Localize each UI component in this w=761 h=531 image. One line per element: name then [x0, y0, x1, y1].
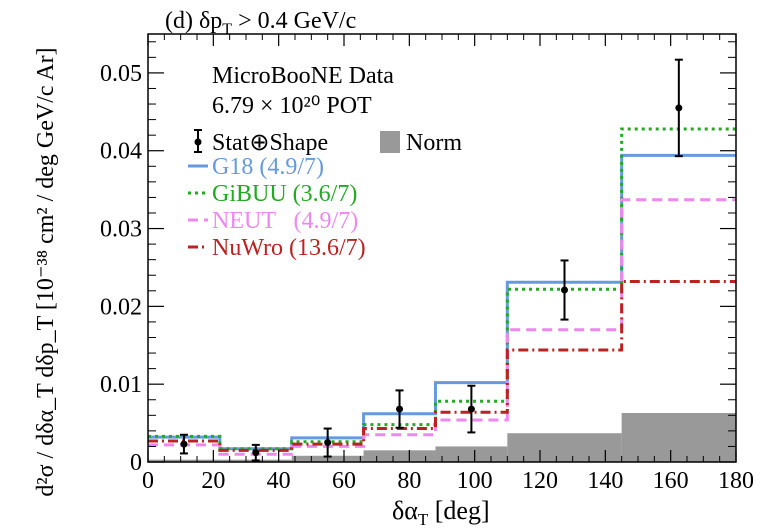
data-point [467, 405, 475, 413]
legend-data-label: Stat⊕Shape [212, 130, 328, 156]
legend-series-label: NEUT (4.9/7) [212, 208, 358, 234]
annotation-experiment: MicroBooNE Data [212, 63, 394, 89]
legend-series-label: NuWro (13.6/7) [212, 235, 366, 261]
x-tick-label: 60 [332, 468, 356, 494]
data-point [324, 439, 332, 447]
y-tick-label: 0 [130, 450, 142, 476]
norm-band-layer [148, 412, 736, 462]
data-point [561, 286, 568, 294]
legend-series-label: GiBUU (3.6/7) [212, 181, 357, 207]
y-tick-label: 0.02 [100, 294, 142, 320]
legend-data-marker [194, 138, 202, 146]
series-line [148, 198, 736, 456]
data-point [396, 405, 404, 413]
x-tick-label: 160 [653, 468, 689, 494]
norm-bar [621, 412, 736, 462]
x-tick-label: 0 [142, 468, 154, 494]
y-tick-label: 0.01 [100, 372, 142, 398]
y-axis-label: d²σ / dδα_T dδp_T [10⁻³⁸ cm² / deg GeV/c… [33, 47, 59, 497]
norm-bar [148, 459, 220, 462]
x-tick-label: 180 [718, 468, 754, 494]
legend-norm-label: Norm [406, 130, 462, 156]
axes-layer: 0 20 40 60 80 100 120 140 160 180 0 0.01 0.02 0.03 0.0… [100, 33, 754, 494]
data-point [675, 104, 683, 112]
y-tick-label: 0.03 [100, 217, 142, 243]
y-tick-label: 0.04 [100, 139, 142, 165]
x-tick-label: 80 [397, 468, 421, 494]
legend-series-label: G18 (4.9/7) [212, 154, 324, 180]
chart-title: (d) δpT > 0.4 GeV/c [165, 8, 357, 38]
x-tick-label: 140 [587, 468, 623, 494]
x-axis-label: δαT [deg] [392, 496, 490, 530]
norm-bar [507, 433, 622, 462]
x-tick-label: 120 [522, 468, 558, 494]
norm-bar [435, 446, 508, 462]
data-point [252, 449, 260, 457]
data-points-layer [179, 58, 683, 462]
legend: MicroBooNE Data 6.79 × 10²⁰ POT Stat⊕Shape… [188, 63, 462, 261]
y-tick-label: 0.05 [100, 61, 142, 87]
data-point [180, 440, 188, 448]
x-tick-label: 100 [457, 468, 493, 494]
legend-norm-swatch [380, 131, 400, 153]
x-tick-label: 20 [201, 468, 225, 494]
x-tick-label: 40 [267, 468, 291, 494]
annotation-pot: 6.79 × 10²⁰ POT [212, 93, 372, 119]
norm-bar [363, 450, 436, 462]
